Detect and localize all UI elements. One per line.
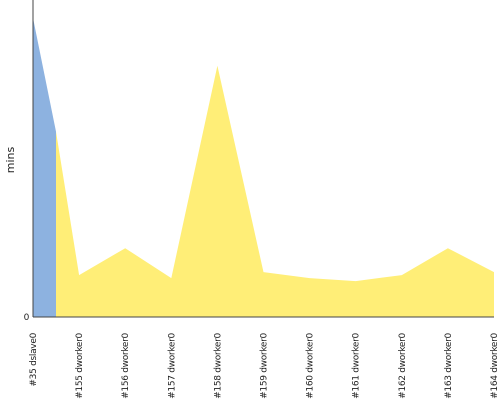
x-tick-label: #156 dworker0 — [121, 332, 131, 398]
x-tick-label: #164 dworker0 — [490, 332, 500, 398]
x-tick-label: #162 dworker0 — [398, 332, 408, 398]
x-tick-label: #163 dworker0 — [444, 332, 454, 398]
x-tick-label: #155 dworker0 — [75, 332, 85, 398]
y-tick-label: 0 — [24, 313, 30, 323]
y-axis-label: mins — [4, 146, 17, 173]
x-tick-label: #160 dworker0 — [306, 332, 316, 398]
series-0-area — [33, 18, 56, 317]
series-1-area — [56, 65, 494, 317]
y-axis-ticks: 0 — [24, 313, 30, 323]
x-tick-label: #161 dworker0 — [352, 332, 362, 398]
x-tick-label: #157 dworker0 — [167, 332, 177, 398]
x-tick-label: #159 dworker0 — [260, 332, 270, 398]
plot-area — [33, 18, 494, 317]
x-axis-ticks: #35 dslave0 #155 dworker0 #156 dworker0 #15… — [29, 332, 500, 398]
x-tick-label: #158 dworker0 — [213, 332, 223, 398]
x-tick-label: #35 dslave0 — [29, 332, 39, 386]
